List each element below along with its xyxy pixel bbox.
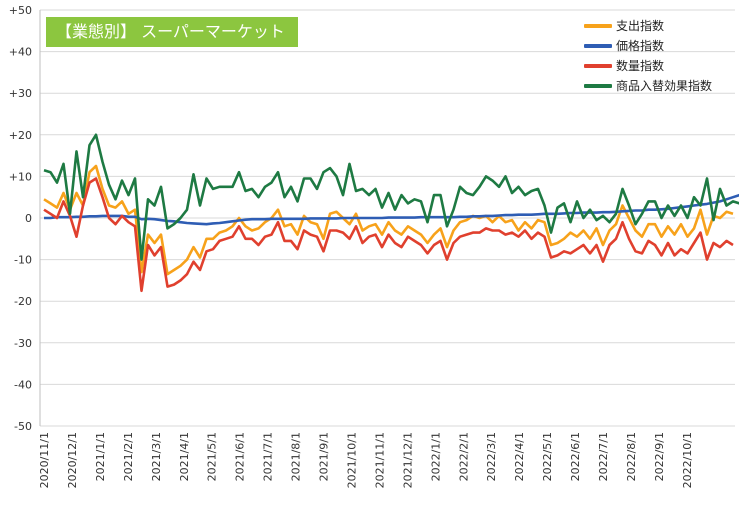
series-line-substitution (43, 133, 739, 261)
x-tick-label: 2020/12/1 (66, 432, 79, 488)
series-line-price (44, 193, 739, 226)
legend-label: 数量指数 (616, 59, 665, 73)
x-tick-label: 2021/12/1 (401, 432, 414, 488)
x-axis-tick-labels: 2020/11/1 2020/12/1 2021/1/1 2021/2/1 2021/3… (38, 432, 694, 488)
y-tick-label: -50 (14, 420, 32, 433)
y-axis-tick-labels: +50 +40 +30 +20 +10 0 -10 -20 -30 -40 -50 (9, 4, 32, 433)
y-tick-label: +10 (9, 170, 32, 183)
legend-item: 支出指数 (584, 16, 734, 36)
x-tick-label: 2022/6/1 (569, 432, 582, 481)
x-tick-label: 2021/7/1 (262, 432, 275, 481)
legend: 支出指数価格指数数量指数商品入替効果指数 (584, 16, 734, 96)
series-line-quantity (43, 177, 734, 293)
y-tick-label: +30 (9, 87, 32, 100)
y-tick-label: -40 (14, 378, 32, 391)
x-tick-label: 2021/6/1 (234, 432, 247, 481)
y-tick-label: -30 (14, 337, 32, 350)
x-tick-label: 2021/10/1 (345, 432, 358, 488)
x-tick-label: 2021/3/1 (150, 432, 163, 481)
legend-item: 商品入替効果指数 (584, 76, 734, 96)
x-tick-label: 2021/11/1 (373, 432, 386, 488)
legend-label: 商品入替効果指数 (616, 79, 713, 93)
y-tick-label: +40 (9, 46, 32, 59)
x-tick-label: 2021/2/1 (122, 432, 135, 481)
x-tick-label: 2021/1/1 (94, 432, 107, 481)
x-tick-label: 2022/1/1 (429, 432, 442, 481)
x-tick-label: 2022/2/1 (457, 432, 470, 481)
x-tick-label: 2022/3/1 (485, 432, 498, 481)
legend-swatch (584, 84, 612, 88)
series-line-spending (43, 164, 734, 276)
legend-swatch (584, 64, 612, 68)
series-lines (43, 133, 739, 293)
legend-label: 価格指数 (616, 39, 665, 53)
x-tick-label: 2021/5/1 (206, 432, 219, 481)
x-tick-label: 2022/9/1 (653, 432, 666, 481)
y-tick-label: +20 (9, 129, 32, 142)
chart-title: 【業態別】 スーパーマーケット (46, 17, 298, 47)
y-tick-label: +50 (9, 4, 32, 17)
legend-item: 数量指数 (584, 56, 734, 76)
x-tick-label: 2021/8/1 (290, 432, 303, 481)
x-tick-label: 2021/4/1 (178, 432, 191, 481)
legend-swatch (584, 24, 612, 28)
x-tick-label: 2022/4/1 (513, 432, 526, 481)
x-tick-label: 2022/8/1 (625, 432, 638, 481)
y-tick-label: -10 (14, 254, 32, 267)
x-tick-label: 2022/5/1 (541, 432, 554, 481)
legend-item: 価格指数 (584, 36, 734, 56)
legend-label: 支出指数 (616, 19, 665, 33)
x-tick-label: 2021/9/1 (318, 432, 331, 481)
y-tick-label: 0 (25, 212, 32, 225)
y-tick-label: -20 (14, 295, 32, 308)
x-tick-label: 2022/7/1 (597, 432, 610, 481)
x-tick-label: 2022/10/1 (681, 432, 694, 488)
x-tick-label: 2020/11/1 (38, 432, 51, 488)
legend-swatch (584, 44, 612, 48)
